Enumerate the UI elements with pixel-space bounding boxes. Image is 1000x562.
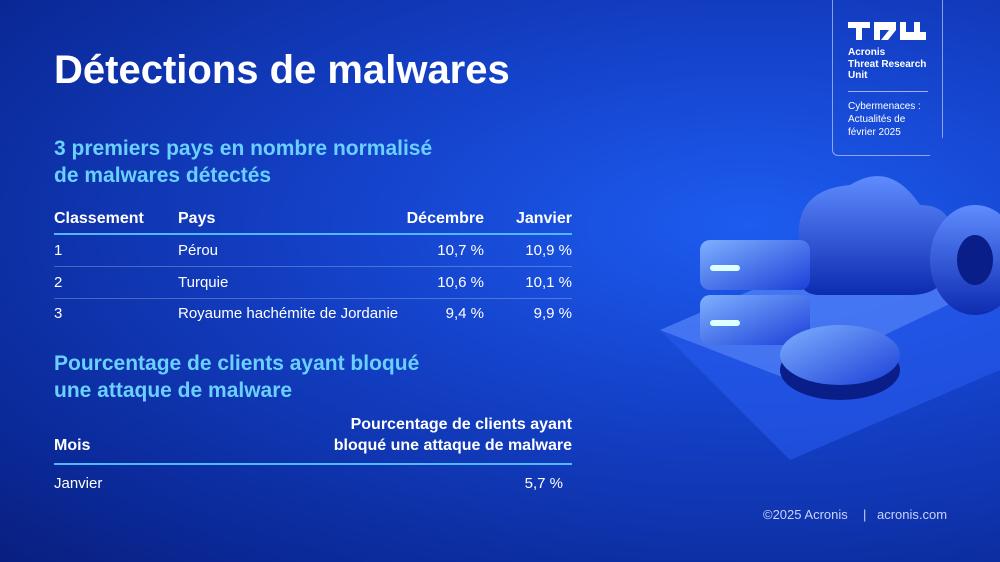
badge-subtitle: Actualités de (848, 114, 906, 125)
section-heading: de malwares détectés (54, 164, 272, 187)
table-cell: 3 (54, 305, 63, 322)
table-header: Pays (178, 210, 216, 227)
table-cell: 9,9 % (533, 305, 572, 322)
table-cell: Janvier (54, 475, 103, 492)
badge-subtitle: février 2025 (848, 127, 901, 138)
badge-rule (848, 91, 928, 92)
row-divider (54, 266, 572, 267)
footer-site: acronis.com (877, 507, 948, 522)
badge-org: Acronis (848, 47, 886, 58)
badge-org: Threat Research (848, 59, 927, 70)
table-cell: 5,7 % (524, 475, 563, 492)
logo (848, 22, 926, 40)
table-rule (54, 233, 572, 235)
table-cell: 10,9 % (525, 242, 572, 259)
table-header: bloqué une attaque de malware (333, 437, 572, 454)
table-cell: 10,6 % (437, 273, 484, 291)
badge-subtitle: Cybermenaces : (848, 101, 921, 112)
illustration (660, 176, 1000, 460)
table-cell: Pérou (178, 242, 219, 259)
table-cell: 9,4 % (445, 305, 484, 322)
footer-copyright: ©2025 Acronis (763, 507, 848, 522)
table-cell: 10,1 % (525, 273, 572, 291)
table-header: Pourcentage de clients ayant (350, 416, 572, 433)
table-rule (54, 463, 572, 465)
table-cell: 10,7 % (437, 242, 484, 259)
table-header: Mois (54, 437, 91, 454)
badge (832, 0, 943, 156)
badge-org: Unit (848, 70, 868, 81)
table-cell: Turquie (178, 273, 229, 291)
table-header: Classement (54, 210, 144, 227)
title: Détections de malwares (54, 48, 510, 92)
table-cell: Royaume hachémite de Jordanie (178, 305, 399, 322)
row-divider (54, 297, 572, 299)
section-heading: 3 premiers pays en nombre normalisé (54, 137, 433, 160)
section-heading: Pourcentage de clients ayant bloqué (54, 352, 420, 375)
section-heading: une attaque de malware (54, 379, 293, 402)
table-header: Décembre (406, 210, 484, 227)
table-cell: 1 (54, 242, 63, 259)
table-cell: 2 (54, 273, 63, 291)
footer-separator: | (863, 507, 867, 522)
table-header: Janvier (515, 210, 572, 227)
